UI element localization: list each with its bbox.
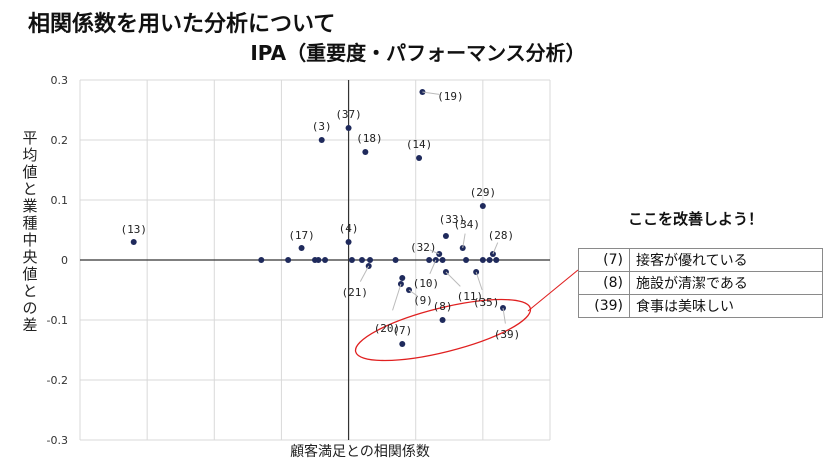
data-point [392,257,399,263]
data-label: (14) [406,138,433,151]
data-point [285,257,292,263]
data-point [486,257,493,263]
data-point [348,257,355,263]
table-row: (7) 接客が優れている [578,248,823,272]
data-label: (29) [470,186,497,199]
item-number: (8) [578,271,630,295]
data-label: (9) [413,294,433,307]
data-point [318,137,325,143]
data-label: (18) [356,132,383,145]
table-row: (8) 施設が清潔である [578,271,823,295]
data-point [315,257,322,263]
y-tick-label: 0.2 [51,134,69,147]
table-row: (39) 食事は美味しい [578,294,823,318]
data-point [258,257,265,263]
chart-title: IPA（重要度・パフォーマンス分析） [250,41,585,65]
page-title: 相関係数を用いた分析について [28,12,336,37]
data-label: (39) [494,328,521,341]
data-point [345,125,352,131]
data-label: (35) [473,296,500,309]
data-point [463,257,470,263]
data-point [298,245,305,251]
label-leader-line [359,265,370,282]
data-point [416,155,423,161]
data-label: (4) [339,222,359,235]
data-point [479,257,486,263]
data-label: (3) [312,120,332,133]
improvement-table: (7) 接客が優れている (8) 施設が清潔である (39) 食事は美味しい [578,248,823,318]
data-points [130,89,506,347]
y-tick-label: -0.2 [47,374,68,387]
y-axis-label-text: 平均値と業種中央値との差 [22,129,38,334]
callout-shapes [354,269,579,362]
item-description: 施設が清潔である [629,271,823,295]
callout-heading: ここを改善しよう！ [628,210,764,228]
data-point [442,233,449,239]
data-label: (28) [488,229,515,242]
data-label: (11) [457,290,484,303]
label-leader-line [429,259,437,274]
data-point [362,149,369,155]
data-point [439,317,446,323]
label-leader-line [408,289,418,297]
y-axis-label: 平均値と業種中央値との差 [21,130,39,334]
y-tick-label: -0.1 [47,314,68,327]
label-leader-line [422,91,440,95]
item-description: 接客が優れている [629,248,823,272]
data-label: (33) [439,213,466,226]
label-leader-line [492,242,499,255]
data-label: (34) [453,218,480,231]
label-leader-line [429,249,440,255]
data-label: (17) [288,229,315,242]
data-label: (7) [392,324,412,337]
data-label: (10) [413,277,440,290]
grid-lines [79,79,551,441]
y-tick-labels: 0.3 0.2 0.1 0 -0.1 -0.2 -0.3 [47,74,68,447]
label-leader-line [475,271,483,291]
data-point [322,257,329,263]
data-label: (8) [433,300,453,313]
label-leader-line [502,307,506,324]
data-point [367,257,374,263]
label-leader-line [445,271,461,287]
data-point [426,257,433,263]
data-labels: (13) (17) (3)(37) (4) (18) (21) (20) (9) (7) (19)… [120,90,520,341]
item-number: (39) [578,294,630,318]
data-label: (19) [437,90,464,103]
data-point [493,257,500,263]
data-point [479,203,486,209]
data-label: (32) [410,241,437,254]
data-point [345,239,352,245]
y-tick-label: 0.3 [51,74,69,87]
data-label: (37) [335,108,362,121]
callout-connector-line [527,269,579,312]
highlight-ellipse [354,298,532,362]
label-leader-line [462,233,466,249]
data-point [130,239,137,245]
y-tick-label: -0.3 [47,434,68,447]
y-tick-label: 0.1 [51,194,69,207]
item-number: (7) [578,248,630,272]
label-leader-line [392,283,402,311]
x-axis-label: 顧客満足との相関係数 [290,443,430,460]
data-label: (21) [341,286,368,299]
data-label: (20) [374,322,401,335]
data-label: (13) [120,223,147,236]
item-description: 食事は美味しい [629,294,823,318]
data-point [399,275,406,281]
y-tick-label: 0 [61,254,68,267]
data-point [399,341,406,347]
data-point [359,257,365,263]
data-point [439,257,446,263]
